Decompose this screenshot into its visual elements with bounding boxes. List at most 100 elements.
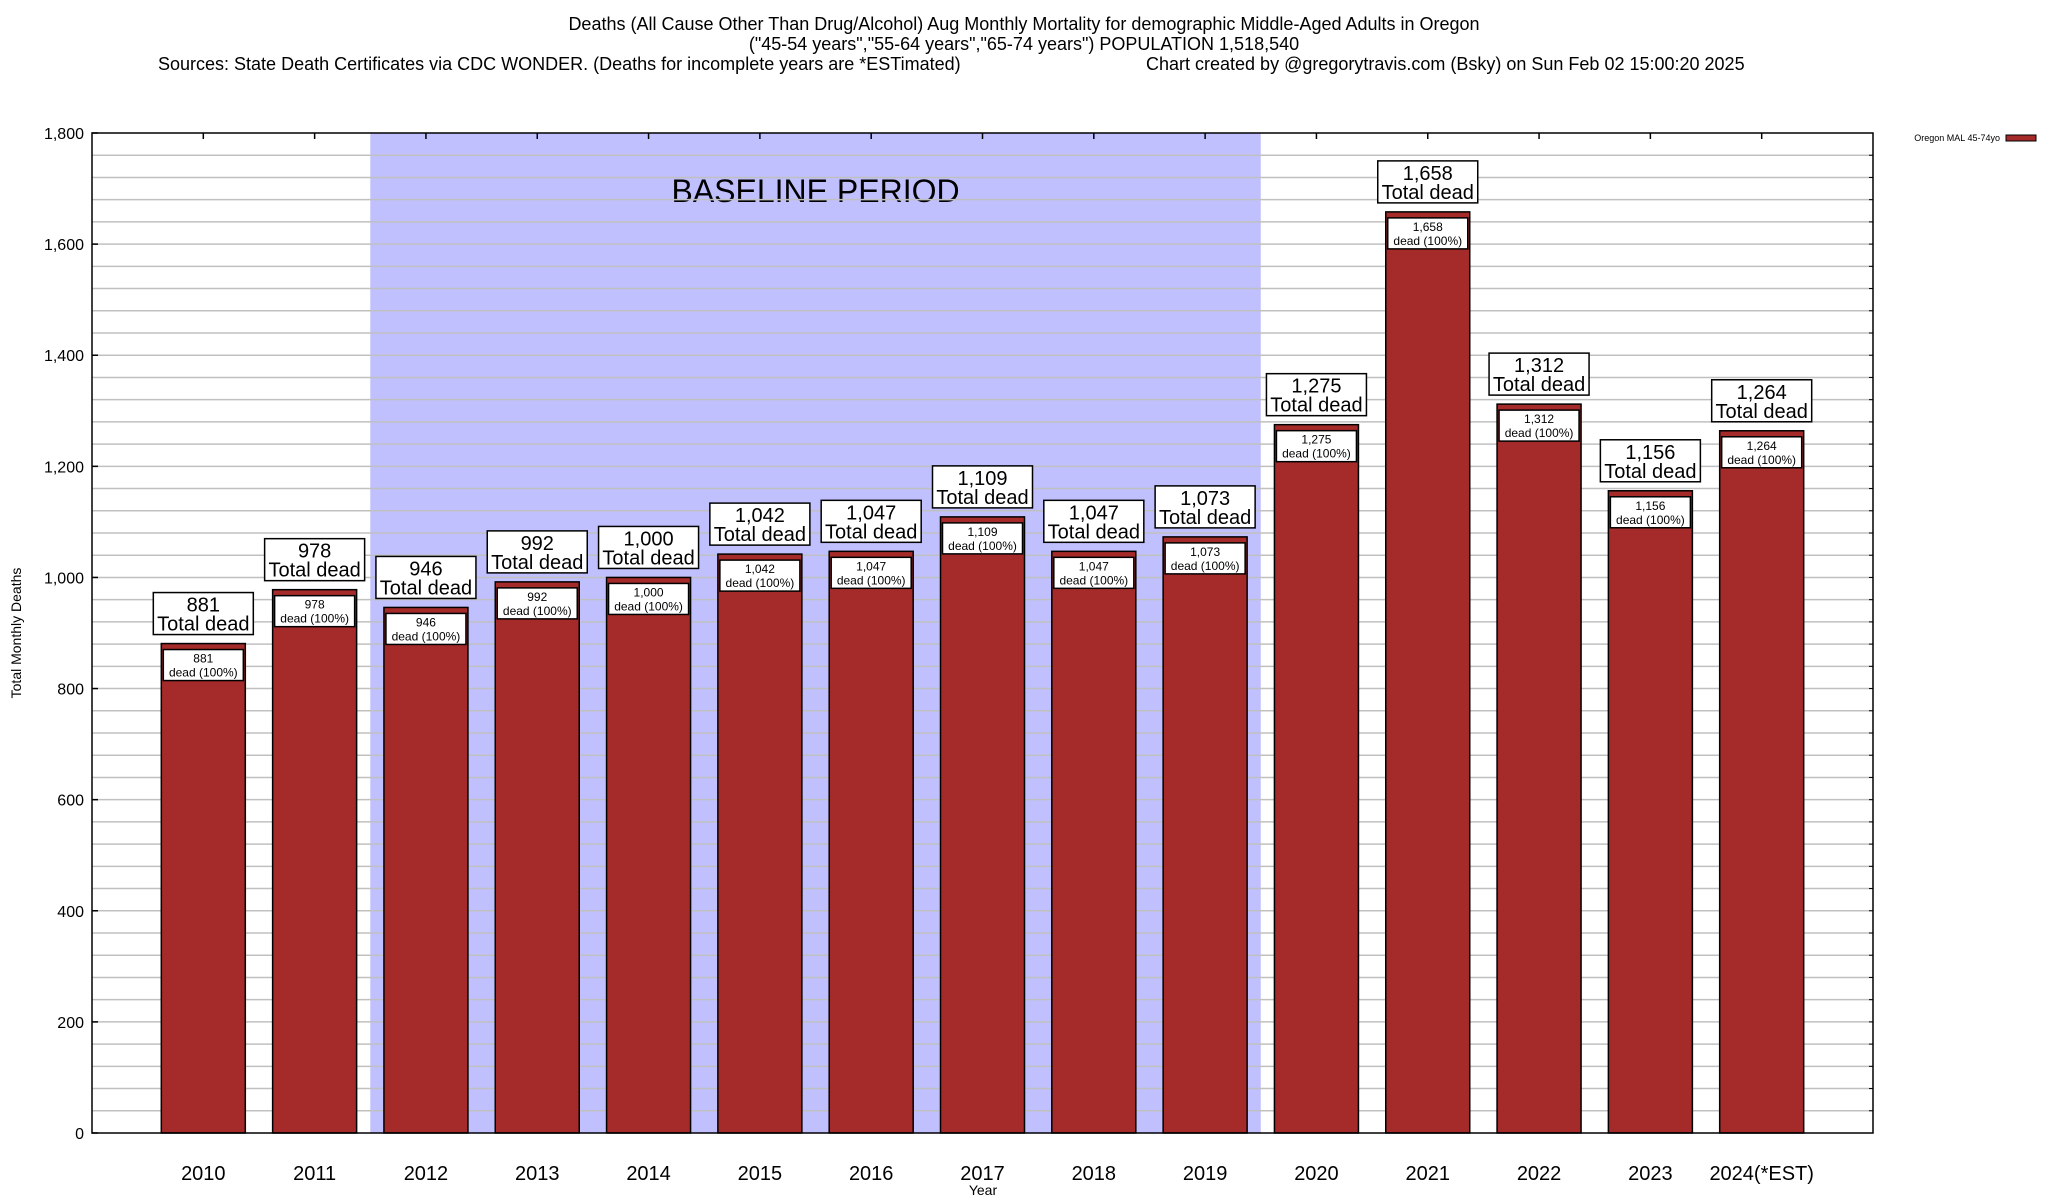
top-value-label: 1,275 — [1291, 376, 1341, 398]
inner-percent-label: dead (100%) — [1171, 559, 1240, 573]
x-tick-label: 2010 — [181, 1163, 226, 1185]
inner-percent-label: dead (100%) — [726, 576, 795, 590]
inner-value-label: 1,275 — [1301, 433, 1331, 447]
inner-percent-label: dead (100%) — [503, 604, 572, 618]
inner-percent-label: dead (100%) — [837, 573, 906, 587]
inner-value-label: 1,312 — [1524, 412, 1554, 426]
top-label-box — [597, 525, 700, 570]
inner-value-label: 1,073 — [1190, 545, 1220, 559]
chart-sources: Sources: State Death Certificates via CD… — [158, 54, 961, 74]
inner-label-box — [385, 612, 467, 646]
top-total-label: Total dead — [157, 614, 249, 636]
inner-value-label: 1,047 — [856, 559, 886, 573]
top-value-label: 1,042 — [735, 505, 785, 527]
inner-value-label: 946 — [416, 615, 436, 629]
inner-percent-label: dead (100%) — [1616, 513, 1685, 527]
legend-label: Oregon MAL 45-74yo — [1914, 133, 2000, 143]
inner-label-box — [719, 559, 801, 592]
x-tick-label: 2017 — [960, 1163, 1005, 1185]
top-label-box — [1599, 439, 1702, 483]
inner-label-box — [1498, 409, 1580, 442]
inner-value-label: 881 — [193, 652, 213, 666]
top-total-label: Total dead — [380, 577, 472, 599]
top-total-label: Total dead — [491, 552, 583, 574]
top-label-box — [931, 465, 1034, 509]
inner-percent-label: dead (100%) — [169, 666, 238, 680]
inner-label-box — [1720, 436, 1803, 469]
y-tick-label: 1,200 — [44, 459, 84, 476]
x-tick-label: 2013 — [515, 1163, 560, 1185]
inner-percent-label: dead (100%) — [614, 599, 683, 613]
top-label-box — [263, 537, 366, 582]
top-total-label: Total dead — [1159, 507, 1251, 529]
y-tick-label: 1,800 — [44, 126, 84, 143]
top-label-box — [1043, 499, 1145, 544]
top-value-label: 1,264 — [1737, 382, 1787, 404]
y-axis-label: Total Monthly Deaths — [8, 568, 24, 699]
y-tick-label: 1,400 — [44, 348, 84, 365]
bar — [1273, 423, 1360, 1134]
top-value-label: 978 — [298, 541, 331, 563]
y-tick-label: 400 — [57, 904, 84, 921]
inner-label-box — [496, 587, 578, 620]
top-total-label: Total dead — [714, 524, 806, 546]
inner-value-label: 1,000 — [634, 585, 664, 599]
inner-label-box — [273, 594, 356, 628]
x-tick-label: 2024(*EST) — [1709, 1163, 1814, 1185]
bar — [494, 581, 580, 1134]
chart-subtitle: ("45-54 years","55-64 years","65-74 year… — [748, 34, 1300, 54]
bar — [605, 576, 692, 1134]
top-value-label: 1,658 — [1403, 163, 1453, 185]
top-label-box — [1265, 372, 1368, 417]
x-axis-label: Year — [969, 1182, 998, 1198]
x-tick-label: 2023 — [1628, 1163, 1673, 1185]
top-label-box — [1154, 485, 1256, 529]
top-label-box — [709, 502, 811, 546]
top-label-box — [1710, 379, 1813, 423]
x-tick-label: 2014 — [626, 1163, 671, 1185]
top-label-box — [152, 591, 255, 636]
inner-value-label: 992 — [527, 590, 547, 604]
bar — [1385, 211, 1471, 1134]
inner-percent-label: dead (100%) — [1059, 573, 1128, 587]
bar — [1162, 536, 1248, 1134]
inner-value-label: 1,109 — [967, 525, 997, 539]
baseline-period-label: BASELINE PERIOD — [671, 173, 959, 209]
bar — [271, 588, 358, 1134]
bar — [828, 550, 914, 1134]
top-value-label: 1,156 — [1625, 442, 1675, 464]
top-total-label: Total dead — [602, 547, 694, 569]
chart-title: Deaths (All Cause Other Than Drug/Alcoho… — [568, 14, 1480, 34]
top-value-label: 1,047 — [846, 502, 896, 524]
top-label-box — [820, 499, 922, 544]
chart-credit: Chart created by @gregorytravis.com (Bsk… — [1146, 54, 1745, 74]
top-value-label: 1,000 — [624, 528, 674, 550]
inner-percent-label: dead (100%) — [280, 612, 349, 626]
top-value-label: 1,073 — [1180, 488, 1230, 510]
x-tick-label: 2012 — [404, 1163, 449, 1185]
y-tick-label: 800 — [57, 682, 84, 699]
top-total-label: Total dead — [1604, 461, 1696, 483]
x-tick-label: 2022 — [1517, 1163, 1562, 1185]
bar — [1051, 550, 1137, 1134]
x-tick-label: 2019 — [1183, 1163, 1228, 1185]
top-label-box — [1377, 160, 1479, 204]
inner-value-label: 1,658 — [1413, 220, 1443, 234]
top-value-label: 881 — [187, 595, 220, 617]
inner-value-label: 978 — [305, 598, 325, 612]
y-tick-label: 0 — [75, 1126, 84, 1143]
top-total-label: Total dead — [1270, 395, 1362, 417]
top-label-box — [1488, 352, 1590, 396]
top-label-box — [375, 555, 477, 600]
inner-label-box — [941, 522, 1024, 555]
top-value-label: 1,109 — [957, 468, 1007, 490]
inner-value-label: 1,156 — [1635, 499, 1665, 513]
inner-label-box — [162, 648, 245, 682]
inner-value-label: 1,042 — [745, 562, 775, 576]
inner-percent-label: dead (100%) — [1505, 426, 1574, 440]
y-tick-label: 1,600 — [44, 237, 84, 254]
x-tick-label: 2018 — [1072, 1163, 1117, 1185]
bar — [160, 642, 247, 1134]
bar — [1718, 430, 1805, 1134]
bar — [1496, 403, 1582, 1134]
